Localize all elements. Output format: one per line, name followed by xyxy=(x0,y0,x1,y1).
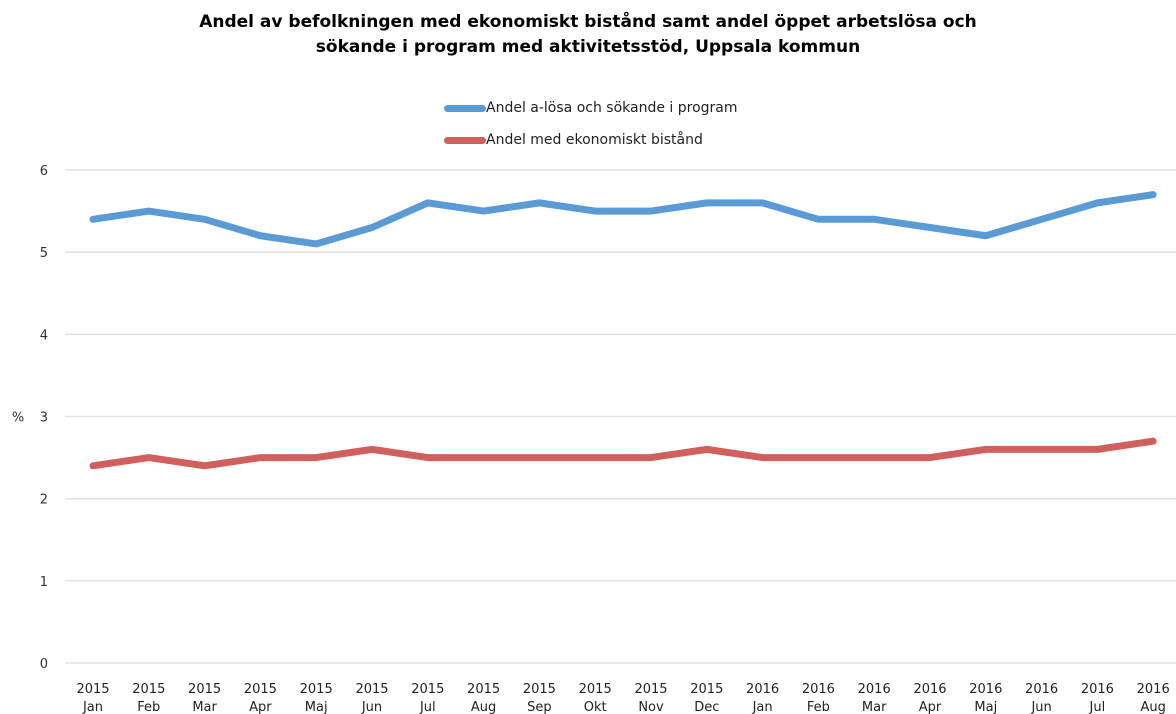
x-tick-month-12: Jan xyxy=(752,700,773,714)
x-tick-year-8: 2015 xyxy=(523,682,556,697)
x-tick-month-1: Feb xyxy=(137,700,160,714)
x-tick-year-17: 2016 xyxy=(1025,682,1058,697)
x-tick-month-17: Jun xyxy=(1030,700,1051,714)
x-tick-month-18: Jul xyxy=(1089,700,1106,714)
x-tick-month-19: Aug xyxy=(1141,700,1166,714)
x-tick-year-5: 2015 xyxy=(355,682,388,697)
x-tick-year-19: 2016 xyxy=(1137,682,1170,697)
x-tick-month-3: Apr xyxy=(249,700,272,714)
x-tick-year-11: 2015 xyxy=(690,682,723,697)
y-tick-label-1: 1 xyxy=(40,575,48,590)
y-tick-label-4: 4 xyxy=(40,328,48,343)
chart-legend: Andel a-lösa och sökande i program Andel… xyxy=(444,92,738,156)
y-tick-label-6: 6 xyxy=(40,164,48,179)
chart-title: Andel av befolkningen med ekonomiskt bis… xyxy=(0,10,1176,60)
series-line-2 xyxy=(89,437,1157,470)
y-tick-label-5: 5 xyxy=(40,246,48,261)
x-tick-month-14: Mar xyxy=(862,700,887,714)
x-tick-month-11: Dec xyxy=(694,700,719,714)
series-line-1 xyxy=(89,191,1157,248)
x-tick-month-10: Nov xyxy=(638,700,664,714)
x-tick-month-6: Jul xyxy=(419,700,436,714)
legend-swatch-series-1 xyxy=(444,104,486,112)
x-tick-year-13: 2016 xyxy=(802,682,835,697)
x-tick-year-4: 2015 xyxy=(300,682,333,697)
legend-item-series-1: Andel a-lösa och sökande i program xyxy=(444,92,738,124)
y-axis-label: % xyxy=(12,411,24,426)
x-tick-month-9: Okt xyxy=(584,700,607,714)
legend-swatch-series-2 xyxy=(444,136,486,144)
x-tick-month-8: Sep xyxy=(527,700,552,714)
x-tick-month-0: Jan xyxy=(82,700,103,714)
x-tick-month-16: Maj xyxy=(974,700,997,714)
legend-label-series-1: Andel a-lösa och sökande i program xyxy=(486,100,738,116)
chart-title-line-1: Andel av befolkningen med ekonomiskt bis… xyxy=(199,12,977,32)
x-tick-year-7: 2015 xyxy=(467,682,500,697)
x-tick-year-18: 2016 xyxy=(1081,682,1114,697)
legend-item-series-2: Andel med ekonomiskt bistånd xyxy=(444,124,738,156)
x-tick-year-16: 2016 xyxy=(969,682,1002,697)
y-tick-label-3: 3 xyxy=(40,411,48,426)
x-tick-year-1: 2015 xyxy=(132,682,165,697)
x-tick-year-14: 2016 xyxy=(858,682,891,697)
x-tick-year-12: 2016 xyxy=(746,682,779,697)
x-tick-month-7: Aug xyxy=(471,700,496,714)
x-tick-year-9: 2015 xyxy=(579,682,612,697)
x-tick-month-4: Maj xyxy=(305,700,328,714)
x-tick-year-6: 2015 xyxy=(411,682,444,697)
x-tick-month-15: Apr xyxy=(919,700,942,714)
y-tick-label-0: 0 xyxy=(40,657,48,672)
x-tick-year-0: 2015 xyxy=(76,682,109,697)
x-tick-year-15: 2016 xyxy=(913,682,946,697)
x-tick-month-5: Jun xyxy=(361,700,382,714)
x-tick-year-2: 2015 xyxy=(188,682,221,697)
chart-title-line-2: sökande i program med aktivitetsstöd, Up… xyxy=(315,37,861,57)
x-tick-month-2: Mar xyxy=(192,700,217,714)
x-tick-year-3: 2015 xyxy=(244,682,277,697)
legend-label-series-2: Andel med ekonomiskt bistånd xyxy=(486,132,703,148)
y-tick-label-2: 2 xyxy=(40,493,48,508)
x-tick-year-10: 2015 xyxy=(634,682,667,697)
x-tick-month-13: Feb xyxy=(807,700,830,714)
